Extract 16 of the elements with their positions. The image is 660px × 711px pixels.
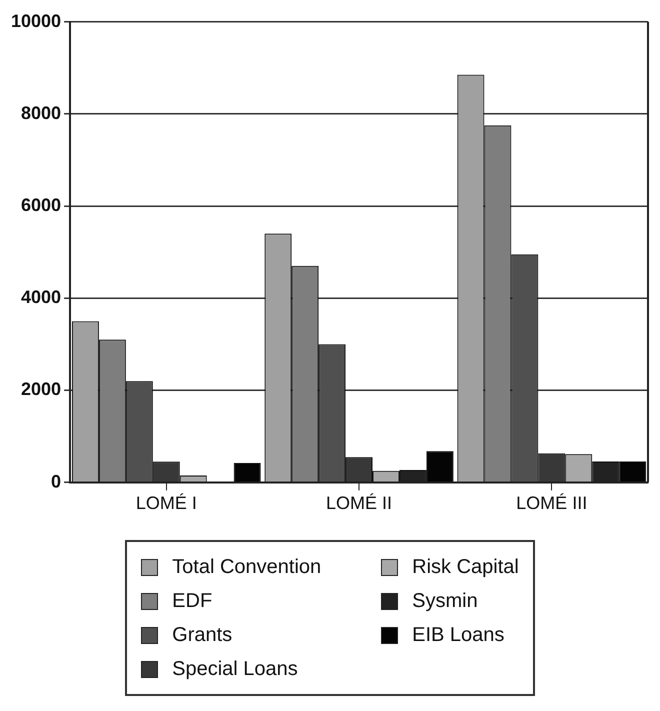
legend-label: EIB Loans xyxy=(412,624,504,646)
x-tick-label: LOMÉ II xyxy=(326,493,392,514)
legend-label: Special Loans xyxy=(172,658,298,680)
legend-label: Risk Capital xyxy=(412,556,519,578)
legend-label: EDF xyxy=(172,590,212,612)
y-tick-label: 4000 xyxy=(21,287,62,308)
y-tick-label: 6000 xyxy=(21,195,62,216)
x-tick-label: LOMÉ III xyxy=(516,493,588,514)
legend-label: Total Convention xyxy=(172,556,322,578)
y-tick-label: 2000 xyxy=(21,379,62,400)
x-tick-label: LOMÉ I xyxy=(136,493,197,514)
legend-label: Sysmin xyxy=(412,590,478,612)
y-tick-label: 0 xyxy=(51,471,62,492)
y-tick-label: 8000 xyxy=(21,102,62,123)
legend-label: Grants xyxy=(172,624,232,646)
y-tick-label: 10000 xyxy=(10,10,62,31)
